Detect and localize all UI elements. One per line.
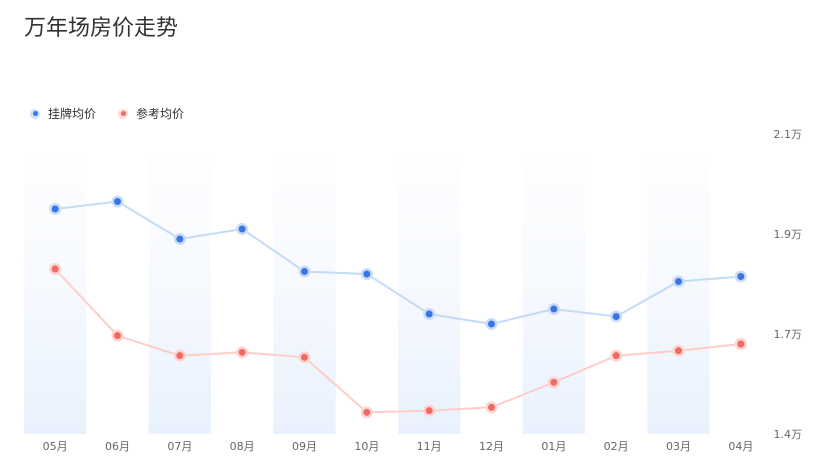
chart-title: 万年场房价走势 (24, 16, 179, 41)
data-point (425, 310, 433, 318)
data-point (51, 205, 59, 213)
data-point (176, 352, 184, 360)
data-point (238, 225, 246, 233)
x-tick-label: 01月 (541, 440, 566, 453)
x-tick-label: 03月 (666, 440, 691, 453)
x-tick-label: 02月 (604, 440, 629, 453)
data-point (675, 278, 682, 285)
data-point (737, 340, 745, 348)
data-point (114, 332, 121, 340)
data-point (675, 347, 682, 355)
x-tick-label: 04月 (728, 440, 753, 453)
data-point (488, 320, 495, 328)
legend-marker-red-icon (118, 108, 129, 119)
x-tick-label: 12月 (479, 440, 504, 453)
legend-item-listing[interactable]: 挂牌均价 (30, 105, 96, 122)
legend-label-reference: 参考均价 (136, 107, 185, 121)
x-tick-label: 05月 (43, 440, 68, 453)
data-point (176, 235, 184, 243)
y-tick-label: 2.1万 (774, 128, 803, 141)
x-tick-label: 08月 (230, 440, 255, 453)
y-tick-label: 1.4万 (774, 428, 803, 441)
data-point (114, 198, 121, 205)
x-tick-label: 09月 (292, 440, 317, 453)
column-band (273, 158, 336, 434)
column-band (522, 158, 585, 434)
data-point (238, 348, 246, 356)
data-point (51, 265, 59, 273)
data-point (425, 407, 433, 415)
data-point (737, 273, 745, 280)
data-point (612, 352, 620, 360)
data-point (550, 378, 558, 386)
data-point (363, 408, 371, 416)
data-point (301, 268, 308, 275)
legend-marker-blue-icon (30, 108, 40, 119)
column-band (24, 158, 87, 434)
series-line-listing (55, 200, 741, 326)
legend-item-reference[interactable]: 参考均价 (118, 105, 184, 122)
data-point (363, 270, 371, 278)
data-point (550, 305, 558, 313)
legend: 挂牌均价 参考均价 (30, 105, 184, 122)
y-tick-label: 1.7万 (774, 328, 803, 341)
data-point (488, 403, 495, 411)
x-tick-label: 07月 (167, 440, 192, 453)
column-band (148, 158, 211, 434)
y-tick-label: 1.9万 (774, 228, 803, 241)
column-band (647, 158, 710, 434)
x-tick-label: 10月 (354, 440, 379, 453)
data-point (612, 313, 620, 320)
x-tick-label: 06月 (105, 440, 130, 453)
series-line-reference (54, 268, 741, 414)
column-band (398, 158, 461, 434)
legend-label-listing: 挂牌均价 (48, 107, 97, 121)
data-point (301, 353, 308, 361)
x-tick-label: 11月 (417, 440, 442, 453)
